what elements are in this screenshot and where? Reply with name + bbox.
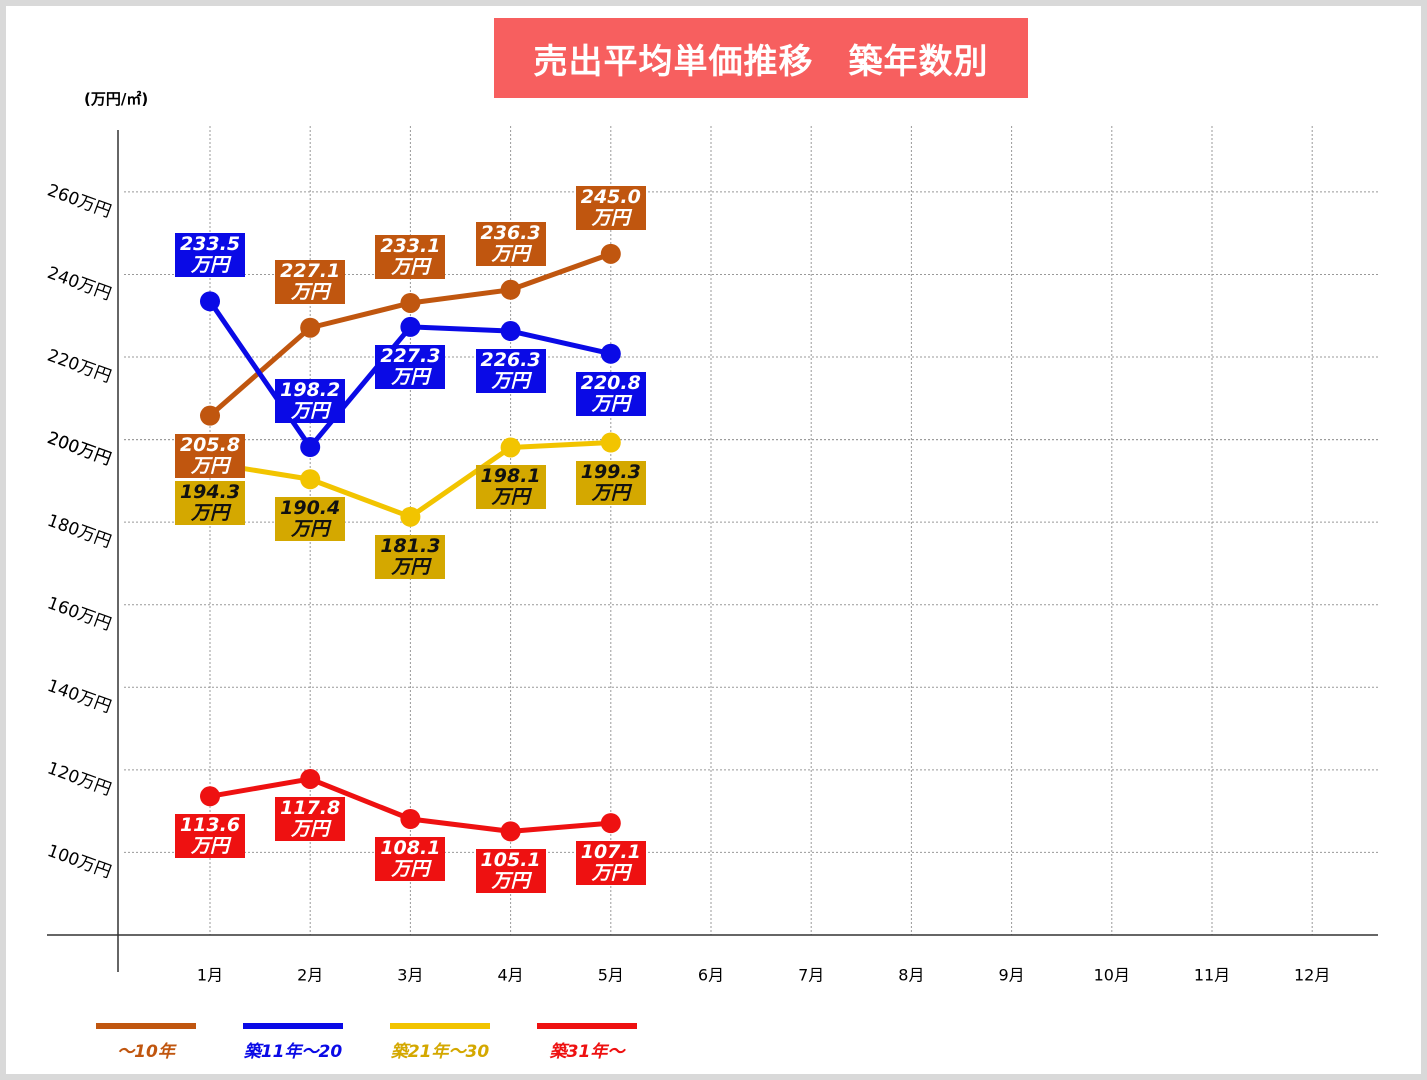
data-point [500,821,521,842]
y-tick-label: 220万円 [45,346,114,388]
data-label: 194.3万円 [175,481,245,526]
y-tick-label: 160万円 [45,593,114,635]
data-label: 190.4万円 [275,497,346,542]
x-tick-label: 4月 [498,966,524,985]
y-tick-label: 200万円 [45,428,114,470]
x-tick-label: 3月 [397,966,423,985]
data-point [200,291,220,312]
data-point [400,316,421,337]
x-tick-label: 12月 [1294,966,1330,985]
data-point [300,317,321,338]
data-label: 108.1万円 [375,836,446,881]
y-tick-label: 100万円 [45,841,114,883]
data-label: 227.3万円 [375,344,446,389]
x-tick-label: 7月 [798,966,824,985]
legend-label: 築11年～20 [243,1042,343,1062]
legend-label: 築21年～30 [390,1042,490,1062]
data-point [500,321,521,342]
data-point [400,292,421,313]
data-point [400,506,421,527]
data-label: 199.3万円 [575,460,646,505]
data-label: 220.8万円 [575,371,646,416]
data-point [400,808,421,829]
y-tick-label: 180万円 [45,511,114,553]
data-label: 105.1万円 [475,849,546,894]
x-tick-label: 1月 [197,966,223,985]
data-point [200,786,220,807]
data-label: 245.0万円 [575,185,646,230]
data-point [600,343,621,364]
x-tick-label: 9月 [999,966,1025,985]
x-tick-label: 6月 [698,966,724,985]
data-point [300,768,321,789]
legend-label: ～10年 [117,1042,175,1062]
data-label: 198.2万円 [275,379,346,424]
data-point [500,279,521,300]
chart-title: 売出平均単価推移 築年数別 [494,18,1028,98]
data-label: 233.1万円 [375,234,446,279]
y-tick-label: 260万円 [45,181,114,223]
data-label: 107.1万円 [575,841,646,886]
plot: 260万円240万円220万円200万円200万円180万円160万円140万円… [45,126,1378,1029]
data-label: 117.8万円 [275,796,346,841]
x-tick-label: 8月 [898,966,924,985]
data-point [300,437,321,458]
x-tick-label: 10月 [1094,966,1130,985]
data-label: 113.6万円 [175,814,245,859]
data-point [300,469,321,490]
data-point [600,432,621,453]
data-point [600,243,621,264]
y-tick-label: 120万円 [45,758,114,800]
data-point [600,813,621,834]
data-label: 198.1万円 [475,465,546,510]
x-tick-label: 11月 [1194,966,1230,985]
data-label: 181.3万円 [375,534,446,579]
x-tick-label: 2月 [297,966,323,985]
data-label: 205.8万円 [175,433,245,478]
legend-label: 築31年～ [549,1042,625,1062]
data-point [500,437,521,458]
x-tick-label: 5月 [598,966,624,985]
y-axis-label: (万円/㎡) [84,90,149,108]
data-point [200,405,220,426]
data-label: 233.5万円 [175,233,245,278]
y-tick-label: 240万円 [45,263,114,305]
data-label: 236.3万円 [475,221,546,266]
y-tick-label: 140万円 [45,676,114,718]
data-label: 227.1万円 [275,259,346,304]
data-label: 226.3万円 [475,349,546,394]
